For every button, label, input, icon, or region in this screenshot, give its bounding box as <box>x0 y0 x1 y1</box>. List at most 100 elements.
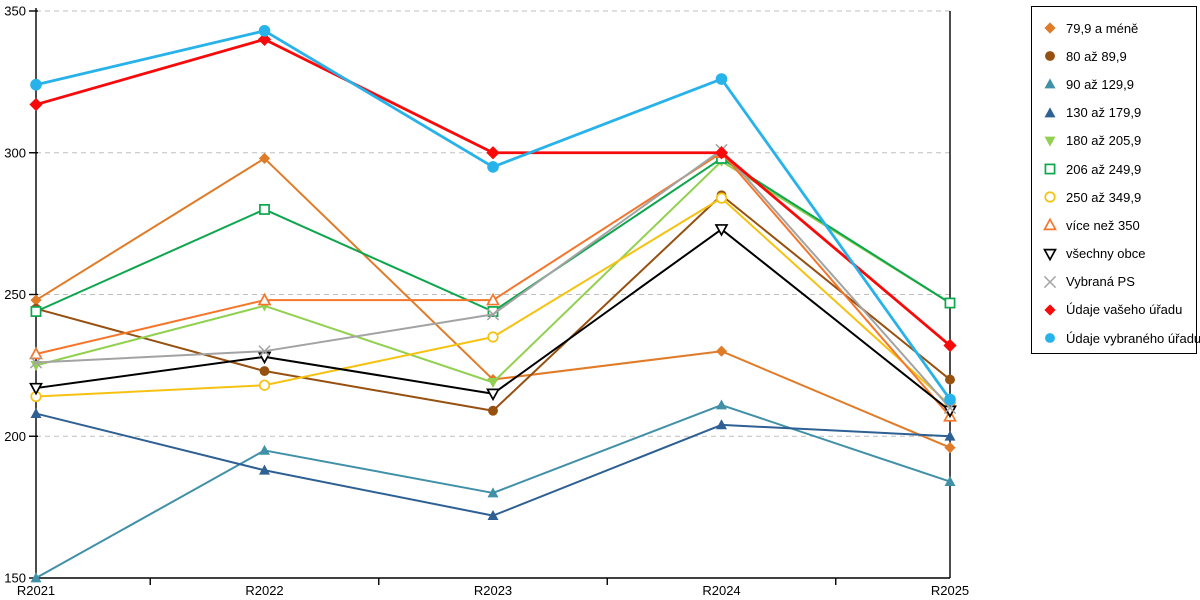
series-3 <box>30 407 956 520</box>
legend-marker-shape <box>1044 163 1056 175</box>
data-point-marker <box>29 97 43 112</box>
legend-item: 80 až 89,9 <box>1042 42 1196 70</box>
data-point-marker <box>259 366 270 376</box>
legend-item: 130 až 179,9 <box>1042 99 1196 127</box>
data-point-marker <box>258 25 271 37</box>
legend-item: 90 až 129,9 <box>1042 70 1196 98</box>
legend-marker-shape <box>1044 304 1056 316</box>
triangle-down-filled-marker-icon <box>1044 136 1056 147</box>
data-point-marker <box>259 444 270 455</box>
legend-marker-shape <box>1045 51 1055 62</box>
data-point-marker <box>486 292 500 306</box>
legend-item: 206 až 249,9 <box>1042 155 1196 183</box>
x-axis-label: R2022 <box>245 583 283 598</box>
x-axis-label: R2025 <box>931 583 969 598</box>
data-point-marker <box>487 510 499 520</box>
y-axis-label: 300 <box>4 145 26 160</box>
data-point-marker <box>30 361 42 371</box>
series-8 <box>29 224 957 419</box>
triangle-down-open-marker-icon <box>1043 248 1057 261</box>
legend: 79,9 a méně 80 až 89,9 90 až 129,9 130 až 1… <box>1031 6 1200 354</box>
data-point-marker <box>945 374 955 385</box>
legend-marker-shape <box>1044 107 1056 118</box>
series-6 <box>30 192 956 411</box>
data-point-marker <box>487 378 499 388</box>
series-10 <box>29 32 957 353</box>
data-point-marker <box>30 407 42 418</box>
x-axis-label: R2021 <box>17 583 55 598</box>
legend-item: Vybraná PS <box>1042 268 1196 296</box>
series-9 <box>29 143 957 415</box>
legend-item: více než 350 <box>1042 211 1196 239</box>
legend-label: 90 až 129,9 <box>1066 76 1134 92</box>
legend-item: 250 až 349,9 <box>1042 183 1196 211</box>
data-point-marker <box>258 152 271 165</box>
y-axis-label: 250 <box>4 287 26 302</box>
data-point-marker <box>943 401 957 415</box>
legend-item: 79,9 a méně <box>1042 14 1196 42</box>
data-point-marker <box>29 356 43 369</box>
data-point-marker <box>487 331 499 343</box>
legend-marker-shape <box>1043 275 1057 288</box>
data-point-marker <box>944 476 956 486</box>
data-point-marker <box>30 306 42 317</box>
data-point-marker <box>486 308 500 321</box>
legend-label: Vybraná PS <box>1066 274 1135 290</box>
data-point-marker <box>487 161 499 173</box>
legend-label: Údaje vašeho úřadu <box>1066 302 1183 318</box>
diamond-filled-marker-icon <box>1044 22 1056 34</box>
triangle-up-filled-marker-icon <box>1044 107 1056 118</box>
legend-marker-shape <box>1045 333 1055 344</box>
legend-item: Údaje vybraného úřadu <box>1042 324 1200 352</box>
data-point-marker <box>715 192 728 204</box>
legend-marker-shape <box>1044 191 1056 203</box>
legend-label: 180 až 205,9 <box>1066 133 1142 149</box>
circle-open-marker-icon <box>1044 191 1056 203</box>
data-point-marker <box>944 393 956 406</box>
y-axis-label: 350 <box>4 4 26 19</box>
x-axis-label: R2023 <box>474 583 512 598</box>
data-point-marker <box>486 388 500 402</box>
data-point-marker <box>716 399 727 410</box>
triangle-up-open-marker-icon <box>1043 218 1057 231</box>
data-point-marker <box>714 146 729 160</box>
data-point-marker <box>258 345 271 358</box>
series-line <box>35 157 951 313</box>
data-point-marker <box>29 346 43 360</box>
legend-label: všechny obce <box>1066 246 1146 262</box>
data-point-marker <box>714 224 729 237</box>
legend-marker-shape <box>1044 136 1056 147</box>
legend-label: 206 až 249,9 <box>1066 161 1142 177</box>
legend-item: všechny obce <box>1042 240 1196 268</box>
x-axis-label: R2024 <box>702 583 740 598</box>
data-point-marker <box>259 464 270 475</box>
data-point-marker <box>257 32 272 46</box>
legend-marker-shape <box>1044 78 1056 89</box>
data-point-marker <box>715 73 728 85</box>
diamond-filled-marker-icon <box>1044 304 1056 316</box>
data-point-marker <box>488 405 498 416</box>
data-point-marker <box>486 146 500 160</box>
circle-filled-marker-icon <box>1045 51 1055 62</box>
series-11 <box>30 25 956 406</box>
data-point-marker <box>29 382 43 396</box>
data-point-marker <box>258 379 271 391</box>
data-point-marker <box>944 297 956 309</box>
data-point-marker <box>716 419 727 430</box>
data-point-marker <box>30 572 42 583</box>
legend-label: 79,9 a méně <box>1066 20 1139 36</box>
legend-label: 80 až 89,9 <box>1066 48 1127 64</box>
data-point-marker <box>944 441 956 454</box>
legend-marker-shape <box>1043 248 1057 261</box>
data-point-marker <box>257 292 272 306</box>
legend-marker-shape <box>1043 218 1057 231</box>
legend-item: Údaje vašeho úřadu <box>1042 296 1196 324</box>
square-open-marker-icon <box>1044 163 1056 175</box>
legend-label: 130 až 179,9 <box>1066 105 1142 121</box>
legend-item: 180 až 205,9 <box>1042 127 1196 155</box>
data-point-marker <box>259 204 270 215</box>
x-marker-icon <box>1043 275 1057 288</box>
data-point-marker <box>943 338 957 353</box>
